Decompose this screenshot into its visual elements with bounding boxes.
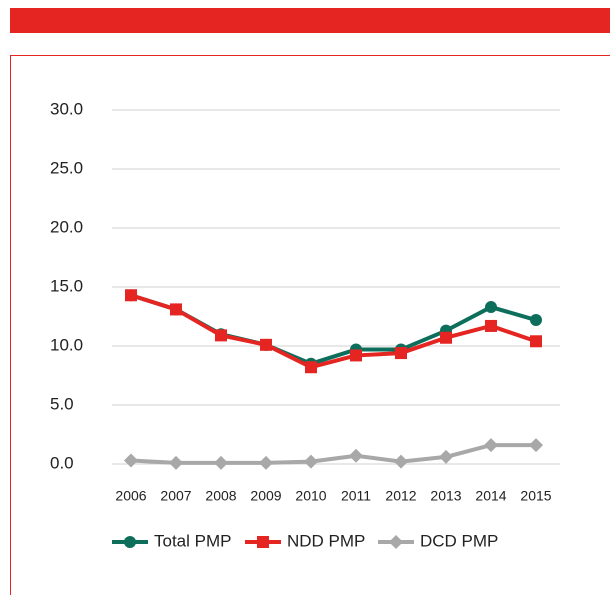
x-tick-label: 2007 xyxy=(160,488,191,504)
y-tick-label: 20.0 xyxy=(50,217,83,236)
point xyxy=(125,289,137,302)
point xyxy=(304,454,318,469)
x-tick-label: 2008 xyxy=(205,488,236,504)
x-tick-label: 2009 xyxy=(250,488,281,504)
x-tick-label: 2011 xyxy=(341,488,371,504)
series-line xyxy=(130,293,537,370)
point xyxy=(530,314,542,327)
legend-label: DCD PMP xyxy=(420,531,498,550)
y-tick-label: 5.0 xyxy=(50,394,74,413)
x-tick-label: 2006 xyxy=(115,488,146,504)
x-tick-label: 2013 xyxy=(430,488,461,504)
point xyxy=(484,438,498,453)
point xyxy=(394,454,408,469)
legend-label: NDD PMP xyxy=(287,531,365,550)
x-tick-label: 2010 xyxy=(295,488,326,504)
point xyxy=(214,455,228,470)
x-tick-label: 2015 xyxy=(520,488,551,504)
point xyxy=(485,301,497,314)
point xyxy=(529,438,543,453)
point xyxy=(170,303,182,316)
y-tick-label: 15.0 xyxy=(50,276,83,295)
point xyxy=(257,536,269,548)
point xyxy=(169,455,183,470)
point xyxy=(439,449,453,464)
point xyxy=(389,535,403,549)
point xyxy=(485,319,497,332)
y-tick-label: 10.0 xyxy=(50,335,83,354)
point xyxy=(215,329,227,342)
y-tick-label: 0.0 xyxy=(50,453,74,472)
point xyxy=(124,536,136,548)
point xyxy=(124,453,138,468)
point xyxy=(260,338,272,351)
point xyxy=(259,455,273,470)
y-tick-label: 25.0 xyxy=(50,158,83,177)
point xyxy=(530,335,542,348)
point xyxy=(350,349,362,362)
point xyxy=(395,347,407,360)
point xyxy=(349,448,363,463)
y-tick-label: 30.0 xyxy=(50,99,83,118)
legend-label: Total PMP xyxy=(154,531,231,550)
x-tick-label: 2012 xyxy=(385,488,416,504)
series-line xyxy=(130,443,536,465)
x-tick-label: 2014 xyxy=(475,488,506,504)
point xyxy=(440,331,452,344)
header-bar xyxy=(10,8,610,33)
point xyxy=(305,361,317,374)
